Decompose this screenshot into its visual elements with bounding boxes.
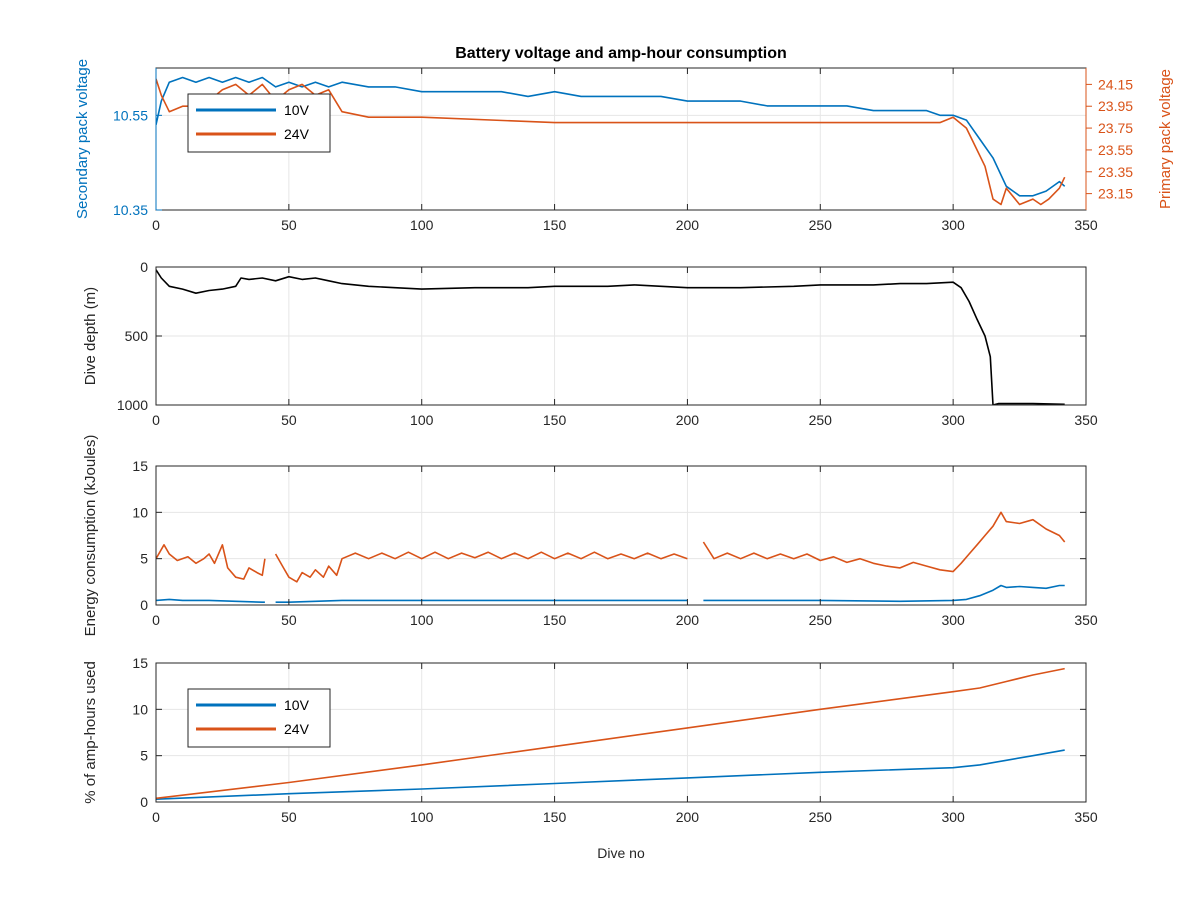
x-tick-label: 150 [543, 412, 567, 428]
y-tick-label-right: 24.15 [1098, 76, 1133, 92]
series-line-10v [156, 749, 1065, 800]
x-tick-label: 250 [809, 412, 833, 428]
x-tick-label: 50 [281, 412, 297, 428]
y-axis-label: Energy consumption (kJoules) [82, 435, 99, 637]
axes-box [155, 465, 1087, 606]
y-tick-label-right: 23.55 [1098, 142, 1133, 158]
series-line-s0-seg1 [274, 551, 688, 583]
series-line-s1-seg0 [156, 598, 265, 604]
y-axis-label-left: Secondary pack voltage [74, 59, 91, 219]
series-line-24v [156, 78, 1066, 206]
legend-label-24v: 24V [284, 126, 310, 142]
y-tick-label-right: 23.75 [1098, 120, 1133, 136]
series-line-10v [156, 76, 1066, 197]
y-tick-label: 0 [140, 794, 148, 810]
legend: 10V 24V [187, 93, 331, 153]
y-tick-label: 5 [140, 748, 148, 764]
x-tick-label: 350 [1074, 217, 1098, 233]
x-tick-label: 100 [410, 412, 434, 428]
y-tick-label: 500 [125, 328, 149, 344]
x-tick-label: 300 [941, 809, 965, 825]
y-tick-label-right: 23.15 [1098, 186, 1133, 202]
x-tick-label: 200 [676, 412, 700, 428]
legend-label-10v: 10V [284, 102, 310, 118]
x-tick-label: 150 [543, 217, 567, 233]
plot-panels: 0 50 100 150 200 250 300 35010.3510.5523.1523.3… [74, 59, 1174, 825]
y-tick-label: 10 [132, 504, 148, 520]
panel-1: 0 50 100 150 200 250 300 350 10.35 10.55 23.15 23.3… [74, 59, 1174, 233]
legend-box [187, 688, 331, 748]
y-tick-label: 1000 [117, 397, 148, 413]
y-axis-label: % of amp-hours used [82, 661, 99, 804]
x-tick-label: 50 [281, 809, 297, 825]
x-tick-label: 200 [676, 217, 700, 233]
x-tick-label: 150 [543, 809, 567, 825]
series-line-s0-seg2 [702, 511, 1066, 573]
x-tick-label: 250 [809, 809, 833, 825]
y-axis-label-right: Primary pack voltage [1157, 69, 1174, 209]
y-tick-label: 0 [140, 259, 148, 275]
x-tick-label: 0 [152, 612, 160, 628]
x-tick-label: 0 [152, 217, 160, 233]
x-tick-label: 200 [676, 809, 700, 825]
series-group [156, 269, 1065, 405]
series-group [156, 76, 1066, 206]
x-tick-label: 150 [543, 612, 567, 628]
legend-label-10v: 10V [284, 697, 310, 713]
y-tick-label: 10 [132, 701, 148, 717]
y-tick-label: 15 [132, 655, 148, 671]
x-tick-label: 350 [1074, 809, 1098, 825]
legend-label-24v: 24V [284, 721, 310, 737]
y-tick-label-right: 23.35 [1098, 164, 1133, 180]
x-axis-label: Dive no [597, 845, 645, 861]
x-tick-label: 50 [281, 217, 297, 233]
x-tick-label: 0 [152, 809, 160, 825]
legend-box [187, 93, 331, 153]
x-tick-label: 300 [941, 412, 965, 428]
y-tick-label: 10.55 [113, 107, 148, 123]
series-group [156, 667, 1065, 800]
series-line-24v [156, 667, 1065, 800]
panel-2: 0 50 100 150 200 250 300 350 0 500 1000 Dive depth … [82, 259, 1098, 428]
series-line-s0-seg0 [156, 543, 266, 580]
y-tick-label: 5 [140, 551, 148, 567]
axes-box [155, 662, 1087, 803]
x-tick-label: 0 [152, 412, 160, 428]
series-line-s1-seg2 [703, 584, 1065, 603]
x-tick-label: 50 [281, 612, 297, 628]
x-tick-label: 250 [809, 217, 833, 233]
x-tick-label: 300 [941, 217, 965, 233]
x-tick-label: 350 [1074, 412, 1098, 428]
x-tick-label: 100 [410, 217, 434, 233]
x-tick-label: 350 [1074, 612, 1098, 628]
legend: 10V 24V [187, 688, 331, 748]
figure-title: Battery voltage and amp-hour consumption [455, 45, 787, 62]
x-tick-label: 100 [410, 612, 434, 628]
x-tick-label: 200 [676, 612, 700, 628]
plot-area [156, 466, 1086, 605]
y-tick-label: 0 [140, 597, 148, 613]
x-tick-label: 100 [410, 809, 434, 825]
series-line-s0 [156, 269, 1065, 405]
x-tick-label: 250 [809, 612, 833, 628]
x-tick-label: 300 [941, 612, 965, 628]
y-tick-label-right: 23.95 [1098, 98, 1133, 114]
y-tick-label: 10.35 [113, 202, 148, 218]
panel-3: 0 50 100 150 200 250 300 350 0 5 10 15 Energy consum… [82, 435, 1098, 637]
y-tick-label: 15 [132, 458, 148, 474]
panel-4: 0 50 100 150 200 250 300 350 0 5 10 15 % of amp-hour… [82, 655, 1098, 825]
y-axis-label: Dive depth (m) [82, 287, 99, 385]
